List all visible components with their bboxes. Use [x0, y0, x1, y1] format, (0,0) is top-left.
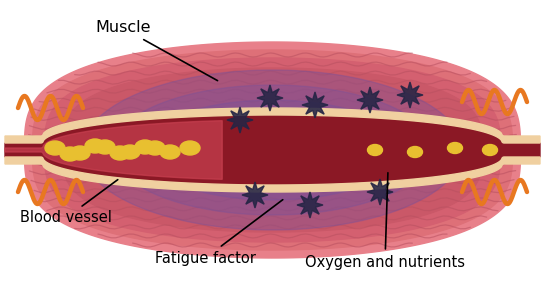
Polygon shape: [173, 112, 372, 188]
Ellipse shape: [85, 139, 105, 153]
Polygon shape: [142, 100, 403, 200]
Ellipse shape: [482, 145, 498, 155]
Polygon shape: [257, 85, 283, 111]
Text: Muscle: Muscle: [95, 20, 217, 81]
Ellipse shape: [95, 140, 115, 154]
Ellipse shape: [70, 146, 90, 160]
Ellipse shape: [180, 141, 200, 155]
Polygon shape: [397, 82, 423, 108]
Polygon shape: [5, 157, 540, 192]
Polygon shape: [357, 87, 383, 113]
Polygon shape: [227, 107, 253, 133]
Polygon shape: [203, 124, 342, 176]
Ellipse shape: [110, 146, 130, 160]
Polygon shape: [82, 70, 463, 230]
Polygon shape: [63, 68, 482, 232]
Polygon shape: [112, 85, 433, 215]
Ellipse shape: [447, 142, 463, 154]
Polygon shape: [5, 115, 540, 185]
Ellipse shape: [145, 141, 165, 155]
Polygon shape: [5, 121, 222, 179]
Text: Blood vessel: Blood vessel: [20, 180, 118, 226]
Ellipse shape: [408, 146, 422, 158]
Ellipse shape: [160, 145, 180, 159]
Text: Oxygen and nutrients: Oxygen and nutrients: [305, 173, 465, 269]
Ellipse shape: [367, 145, 383, 155]
Polygon shape: [302, 92, 328, 118]
Polygon shape: [297, 192, 323, 218]
Polygon shape: [367, 179, 393, 205]
Ellipse shape: [60, 147, 80, 161]
Ellipse shape: [135, 140, 155, 154]
Polygon shape: [45, 58, 500, 242]
Polygon shape: [33, 50, 512, 250]
Text: Fatigue factor: Fatigue factor: [155, 200, 283, 266]
Polygon shape: [25, 42, 520, 258]
Polygon shape: [242, 182, 268, 208]
Ellipse shape: [45, 141, 65, 155]
Ellipse shape: [120, 145, 140, 159]
Polygon shape: [5, 108, 540, 143]
